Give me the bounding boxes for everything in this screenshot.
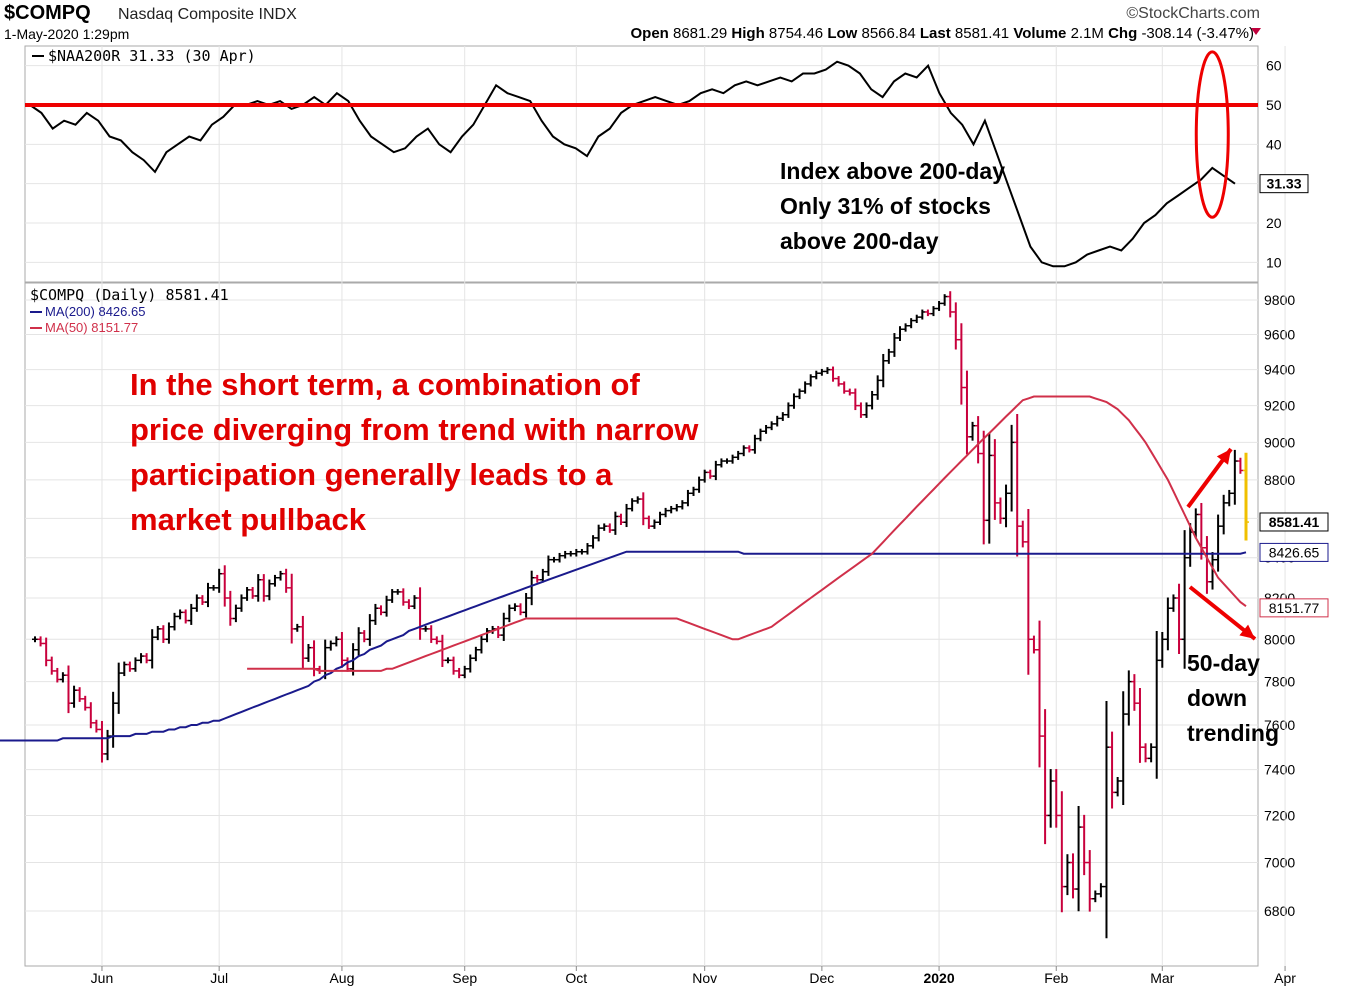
date-tick-label: Nov — [692, 970, 717, 986]
main-annotation: In the short term, a combination of pric… — [130, 362, 698, 542]
high-value: 8754.46 — [768, 25, 824, 42]
breadth-series-line — [29, 60, 1236, 268]
up-arrow-icon-head — [1216, 449, 1231, 465]
down-arrow-icon-head — [1239, 624, 1255, 639]
price-panel-frame — [24, 282, 1259, 967]
annotation-line: participation generally leads to a — [130, 457, 613, 492]
ma200-line — [0, 550, 1247, 742]
volume-value: 2.1M — [1070, 25, 1104, 42]
annotation-line: above 200-day — [780, 228, 939, 254]
breadth-last-value-label: 31.33 — [1266, 176, 1301, 192]
ma200-last-label: 8426.65 — [1269, 544, 1320, 560]
annotation-line: In the short term, a combination of — [130, 367, 640, 402]
brand-logo[interactable]: ©StockCharts.com — [1126, 5, 1260, 22]
price-tick-label: 9000 — [1264, 434, 1295, 450]
chg-value: -308.14 (-3.47%) — [1141, 25, 1254, 42]
price-tick-label: 6800 — [1264, 903, 1295, 919]
price-tick-label: 9400 — [1264, 362, 1295, 378]
breadth-last-value-box — [1259, 174, 1309, 194]
price-tick-label: 7800 — [1264, 674, 1295, 690]
chart-datetime: 1-May-2020 1:29pm — [4, 26, 130, 42]
chg-label: Chg — [1108, 25, 1138, 42]
price-tick-label: 7200 — [1264, 807, 1295, 823]
price-tick-label: 9600 — [1264, 326, 1295, 342]
annotation-line: Only 31% of stocks — [780, 193, 991, 219]
price-tick-label: 8800 — [1264, 472, 1295, 488]
high-label: High — [731, 25, 765, 42]
price-legend-label: $COMPQ (Daily) 8581.41 — [30, 286, 229, 304]
date-tick-label: Jul — [210, 970, 228, 986]
date-tick-label: Jun — [91, 970, 114, 986]
ma200-legend-label: MA(200) 8426.65 — [45, 304, 145, 319]
annotation-line: 50-day — [1187, 650, 1260, 676]
annotation-line: trending — [1187, 720, 1279, 746]
annotation-line: Index above 200-day — [780, 158, 1005, 184]
symbol-name: Nasdaq Composite INDX — [118, 6, 297, 23]
symbol-title: $COMPQ — [4, 2, 91, 24]
open-label: Open — [630, 25, 669, 42]
date-tick-label: Apr — [1274, 970, 1296, 986]
breadth-annotation: Index above 200-day Only 31% of stocks a… — [780, 154, 1005, 259]
low-label: Low — [827, 25, 858, 42]
breadth-tick-label: 60 — [1266, 58, 1282, 74]
price-tick-label: 8000 — [1264, 631, 1295, 647]
ma50-legend-label: MA(50) 8151.77 — [45, 320, 138, 335]
price-last-close-label: 8581.41 — [1269, 514, 1320, 530]
ma50-last-label-box — [1259, 598, 1329, 618]
ma50-last-label: 8151.77 — [1269, 600, 1320, 616]
date-tick-label: Dec — [809, 970, 834, 986]
annotation-line: price diverging from trend with narrow — [130, 412, 699, 447]
volume-label: Volume — [1013, 25, 1067, 42]
ma50-line — [247, 395, 1247, 672]
ma200-last-label-box — [1259, 542, 1329, 562]
date-tick-label: 2020 — [923, 970, 954, 986]
annotation-line: market pullback — [130, 502, 367, 537]
open-value: 8681.29 — [673, 25, 728, 42]
price-tick-label: 9200 — [1264, 398, 1295, 414]
breadth-tick-label: 10 — [1266, 254, 1282, 270]
date-tick-label: Mar — [1150, 970, 1174, 986]
breadth-tick-label: 50 — [1266, 97, 1282, 113]
trend-annotation: 50-day down trending — [1187, 646, 1279, 751]
date-tick-label: Oct — [565, 970, 587, 986]
date-tick-label: Feb — [1044, 970, 1068, 986]
price-last-close-label-box — [1259, 512, 1329, 532]
breadth-tick-label: 20 — [1266, 215, 1282, 231]
price-tick-label: 7000 — [1264, 855, 1295, 871]
low-value: 8566.84 — [861, 25, 916, 42]
last-value: 8581.41 — [954, 25, 1010, 42]
price-tick-label: 7400 — [1264, 762, 1295, 778]
ohlc-readout: Open 8681.29 High 8754.46 Low 8566.84 La… — [630, 25, 1254, 42]
highlight-ellipse — [1194, 50, 1230, 219]
last-label: Last — [919, 25, 951, 42]
date-tick-label: Sep — [452, 970, 477, 986]
price-tick-label: 7600 — [1264, 717, 1295, 733]
breadth-panel-frame — [24, 45, 1259, 283]
breadth-legend-label: $NAA200R 31.33 (30 Apr) — [48, 47, 256, 65]
annotation-line: down — [1187, 685, 1248, 711]
price-tick-label: 9800 — [1264, 292, 1295, 308]
breadth-tick-label: 40 — [1266, 136, 1282, 152]
date-tick-label: Aug — [329, 970, 354, 986]
chg-down-arrow-icon — [1251, 28, 1261, 35]
